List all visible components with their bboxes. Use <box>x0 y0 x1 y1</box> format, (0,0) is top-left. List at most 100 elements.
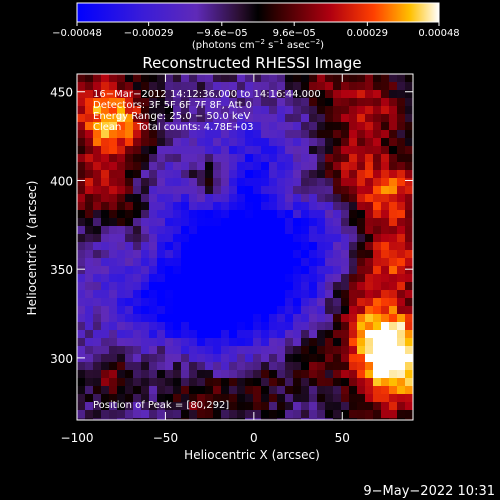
heatmap-cell <box>93 226 102 235</box>
heatmap-cell <box>389 346 398 355</box>
heatmap-cell <box>269 106 278 115</box>
heatmap-cell <box>405 250 413 259</box>
heatmap-cell <box>117 306 126 315</box>
heatmap-cell <box>293 314 302 323</box>
heatmap-cell <box>341 306 350 315</box>
heatmap-cell <box>277 242 286 251</box>
heatmap-cell <box>85 274 94 283</box>
heatmap-cell <box>277 282 286 291</box>
heatmap-cell <box>253 234 262 243</box>
heatmap-cell <box>197 330 206 339</box>
heatmap-cell <box>205 410 214 419</box>
heatmap-cell <box>261 298 270 307</box>
heatmap-cell <box>293 298 302 307</box>
heatmap-cell <box>261 290 270 299</box>
heatmap-cell <box>221 258 230 267</box>
heatmap-cell <box>125 186 134 195</box>
heatmap-cell <box>349 314 358 323</box>
heatmap-cell <box>245 194 254 203</box>
heatmap-cell <box>373 202 382 211</box>
heatmap-cell <box>237 290 246 299</box>
heatmap-cell <box>181 178 190 187</box>
heatmap-cell <box>269 338 278 347</box>
heatmap-cell <box>293 362 302 371</box>
x-tick-label: 0 <box>250 431 258 445</box>
heatmap-cell <box>85 218 94 227</box>
heatmap-cell <box>125 162 134 171</box>
heatmap-cell <box>357 210 366 219</box>
heatmap-cell <box>341 370 350 379</box>
heatmap-cell <box>373 362 382 371</box>
heatmap-cell <box>101 386 110 395</box>
heatmap-cell <box>373 210 382 219</box>
heatmap-cell <box>365 282 374 291</box>
heatmap-cell <box>349 418 358 420</box>
heatmap-cell <box>237 90 246 99</box>
heatmap-cell <box>397 242 406 251</box>
heatmap-cell <box>213 306 222 315</box>
heatmap-cell <box>221 210 230 219</box>
heatmap-cell <box>293 322 302 331</box>
heatmap-cell <box>173 106 182 115</box>
heatmap-cell <box>149 106 158 115</box>
heatmap-cell <box>349 338 358 347</box>
heatmap-cell <box>261 106 270 115</box>
heatmap-cell <box>293 98 302 107</box>
heatmap-cell <box>149 90 158 99</box>
heatmap-cell <box>397 146 406 155</box>
heatmap-cell <box>405 186 413 195</box>
heatmap-cell <box>141 386 150 395</box>
heatmap-cell <box>93 146 102 155</box>
heatmap-cell <box>389 266 398 275</box>
heatmap-cell <box>397 138 406 147</box>
heatmap-cell <box>205 170 214 179</box>
heatmap-cell <box>101 330 110 339</box>
heatmap-cell <box>141 410 150 419</box>
heatmap-cell <box>333 394 342 403</box>
heatmap-cell <box>77 322 86 331</box>
heatmap-cell <box>93 218 102 227</box>
heatmap-cell <box>213 346 222 355</box>
heatmap-cell <box>309 114 318 123</box>
heatmap-cell <box>381 122 390 131</box>
heatmap-cell <box>269 210 278 219</box>
heatmap-cell <box>109 82 118 91</box>
heatmap-cell <box>205 226 214 235</box>
heatmap-cell <box>301 354 310 363</box>
heatmap-cell <box>197 378 206 387</box>
heatmap-cell <box>173 402 182 411</box>
heatmap-cell <box>317 306 326 315</box>
heatmap-cell <box>117 386 126 395</box>
heatmap-cell <box>93 82 102 91</box>
heatmap-cell <box>261 194 270 203</box>
heatmap-cell <box>245 370 254 379</box>
heatmap-cell <box>85 210 94 219</box>
heatmap-cell <box>173 82 182 91</box>
heatmap-cell <box>229 82 238 91</box>
heatmap-cell <box>229 114 238 123</box>
heatmap-cell <box>309 98 318 107</box>
heatmap-cell <box>325 418 334 420</box>
heatmap-cell <box>245 274 254 283</box>
heatmap-cell <box>317 346 326 355</box>
heatmap-cell <box>357 106 366 115</box>
heatmap-cell <box>325 122 334 131</box>
heatmap-cell <box>109 114 118 123</box>
heatmap-cell <box>157 82 166 91</box>
heatmap-cell <box>77 98 86 107</box>
heatmap-cell <box>357 370 366 379</box>
heatmap-cell <box>85 370 94 379</box>
heatmap-cell <box>109 266 118 275</box>
heatmap-cell <box>93 282 102 291</box>
heatmap-cell <box>349 330 358 339</box>
heatmap-cell <box>109 394 118 403</box>
heatmap-cell <box>189 90 198 99</box>
heatmap-cell <box>101 122 110 131</box>
heatmap-cell <box>309 226 318 235</box>
heatmap-cell <box>253 266 262 275</box>
heatmap-cell <box>325 354 334 363</box>
heatmap-cell <box>301 338 310 347</box>
heatmap-cell <box>237 362 246 371</box>
heatmap-cell <box>245 354 254 363</box>
heatmap-cell <box>109 338 118 347</box>
